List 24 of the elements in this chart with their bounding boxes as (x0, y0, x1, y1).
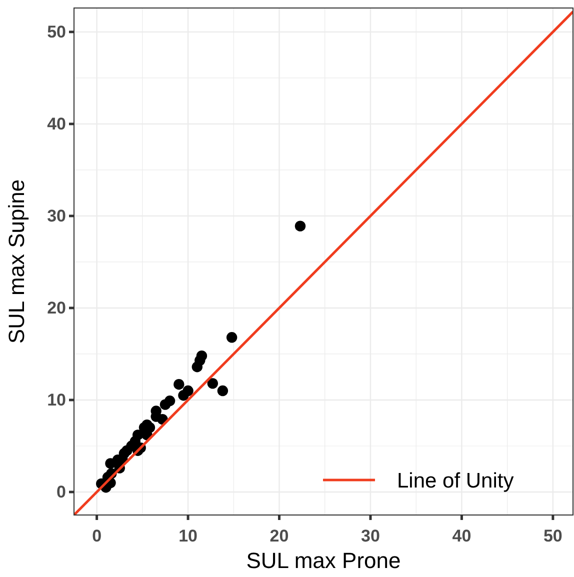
point (217, 385, 228, 396)
y-tick-label: 40 (47, 114, 66, 134)
point (160, 399, 171, 410)
x-tick-label: 10 (178, 526, 198, 546)
x-tick-label: 0 (92, 526, 102, 546)
point (178, 390, 189, 401)
point (105, 458, 116, 469)
legend-label: Line of Unity (397, 469, 514, 492)
point (207, 378, 218, 389)
point (294, 220, 306, 232)
x-tick-label: 20 (270, 526, 289, 546)
x-tick-label: 40 (452, 526, 472, 546)
y-tick-label: 10 (47, 390, 66, 410)
y-tick-label: 0 (56, 482, 66, 502)
point (226, 332, 238, 343)
y-tick-label: 20 (47, 298, 66, 318)
point (192, 362, 203, 372)
x-axis-title: SUL max Prone (246, 548, 401, 573)
y-tick-label: 30 (47, 206, 66, 226)
point (174, 379, 184, 390)
y-axis-title: SUL max Supine (4, 179, 29, 344)
x-tick-label: 50 (543, 526, 562, 546)
y-tick-label: 50 (47, 22, 66, 42)
x-tick-label: 30 (361, 526, 380, 546)
